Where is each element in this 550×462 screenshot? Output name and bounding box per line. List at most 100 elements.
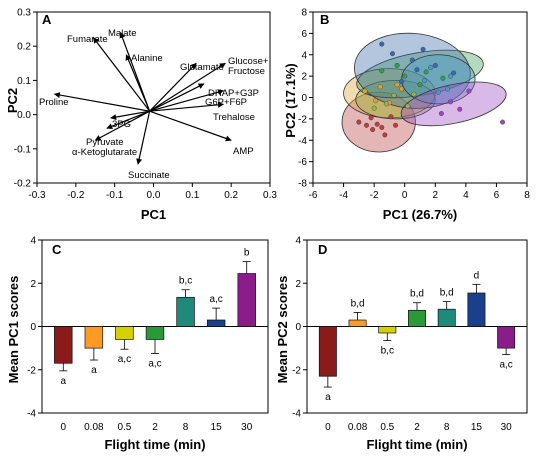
y-tick-label: -4 — [298, 136, 307, 147]
scatter-point — [438, 111, 444, 116]
bar — [437, 308, 456, 327]
bar — [408, 309, 426, 327]
scatter-point — [432, 62, 438, 68]
y-tick-label: 0 — [301, 93, 307, 104]
scatter-point — [402, 73, 408, 79]
loading-arrow — [149, 110, 232, 142]
significance-letter: b,d — [410, 289, 424, 300]
bar — [348, 319, 367, 327]
scatter-point — [373, 98, 379, 104]
scatter-point — [405, 103, 411, 109]
scatter-point — [362, 88, 368, 94]
loading-arrow — [149, 101, 224, 112]
x-tick-label: 0.08 — [84, 422, 104, 433]
bar — [318, 326, 337, 377]
confidence-ellipse — [400, 81, 507, 127]
x-tick-label: 30 — [241, 422, 253, 433]
y-tick-label: -2 — [27, 365, 36, 376]
x-tick-label: 6 — [494, 190, 500, 201]
vector-label: Alanine — [131, 53, 163, 64]
scatter-point — [371, 105, 377, 111]
x-axis-label: Flight time (min) — [104, 437, 205, 452]
loading-arrow — [149, 83, 205, 112]
panel-label: A — [42, 12, 52, 27]
loading-arrow — [136, 111, 151, 165]
y-axis-label: Mean PC1 scores — [6, 276, 21, 384]
scatter-point — [414, 67, 420, 73]
y-tick-label: 2 — [30, 279, 36, 290]
x-tick-label: 0.1 — [185, 190, 199, 201]
vector-label: Fructose — [228, 66, 265, 77]
significance-letter: d — [474, 270, 480, 281]
scatter-point — [370, 127, 376, 133]
loading-arrow — [149, 62, 197, 112]
loading-arrow — [149, 62, 226, 112]
x-tick-label: -0.3 — [28, 190, 46, 201]
scatter-point — [423, 69, 429, 75]
x-tick-label: 15 — [471, 422, 483, 433]
y-tick-label: -0.2 — [14, 179, 32, 190]
scatter-point — [500, 119, 505, 125]
scatter-point — [411, 91, 417, 97]
x-tick-label: 8 — [183, 422, 189, 433]
panel-label: D — [318, 242, 327, 257]
y-tick-label: 6 — [301, 29, 307, 40]
x-tick-label: -4 — [339, 190, 348, 201]
scatter-point — [394, 82, 400, 88]
x-tick-label: 2 — [152, 422, 158, 433]
scatter-point — [445, 86, 450, 92]
scatter-point — [368, 115, 374, 121]
loading-arrow — [94, 110, 150, 141]
vector-label: Fumarate — [67, 34, 108, 45]
significance-letter: b,c — [381, 346, 394, 357]
x-tick-label: 8 — [444, 422, 450, 433]
scatter-point — [379, 124, 385, 130]
scatter-point — [394, 62, 400, 68]
scatter-point — [440, 75, 446, 81]
bar — [467, 292, 486, 327]
scatter-point — [379, 68, 385, 74]
significance-letter: a — [325, 392, 331, 403]
x-tick-label: -2 — [370, 190, 379, 201]
bar — [237, 273, 256, 327]
vector-label: Proline — [39, 97, 69, 108]
bar — [206, 319, 226, 327]
x-axis-label: Flight time (min) — [366, 437, 467, 452]
x-tick-label: 0 — [402, 190, 408, 201]
panel-label: B — [320, 12, 329, 27]
x-tick-label: 0.3 — [263, 190, 277, 201]
loading-arrow — [125, 54, 151, 112]
y-axis-label: PC2 (17.1%) — [283, 63, 298, 137]
bar — [115, 326, 134, 340]
x-tick-label: 0.2 — [224, 190, 238, 201]
scatter-point — [428, 65, 434, 71]
y-tick-label: -4 — [292, 409, 301, 420]
bar — [497, 326, 516, 349]
bar — [145, 326, 165, 340]
vector-label: G6P+F6P — [205, 97, 247, 108]
y-tick-label: 0.3 — [17, 8, 31, 19]
significance-letter: a — [61, 376, 67, 387]
significance-letter: b,d — [440, 288, 454, 299]
x-tick-label: 0 — [61, 422, 67, 433]
confidence-ellipse — [341, 91, 416, 153]
vector-label: α-Ketoglutarate — [72, 147, 137, 158]
vector-label: Succinate — [128, 170, 170, 181]
significance-letter: a,c — [118, 354, 131, 365]
scatter-point — [451, 70, 457, 76]
scatter-point — [356, 119, 362, 125]
y-tick-label: 2 — [295, 279, 301, 290]
y-tick-label: 0 — [30, 322, 36, 333]
scatter-point — [409, 57, 415, 63]
panel-c-bar-chart: C Flight time (min) Mean PC1 scores -4 -2 0 2 4… — [6, 236, 269, 452]
scatter-point — [448, 99, 454, 105]
significance-letter: a,c — [148, 359, 161, 370]
scatter-point — [393, 122, 398, 128]
vector-label: 3PG — [112, 119, 131, 130]
y-tick-label: -2 — [292, 365, 301, 376]
y-tick-label: 0.1 — [17, 76, 31, 87]
x-axis-label: PC1 (26.7%) — [383, 207, 457, 222]
